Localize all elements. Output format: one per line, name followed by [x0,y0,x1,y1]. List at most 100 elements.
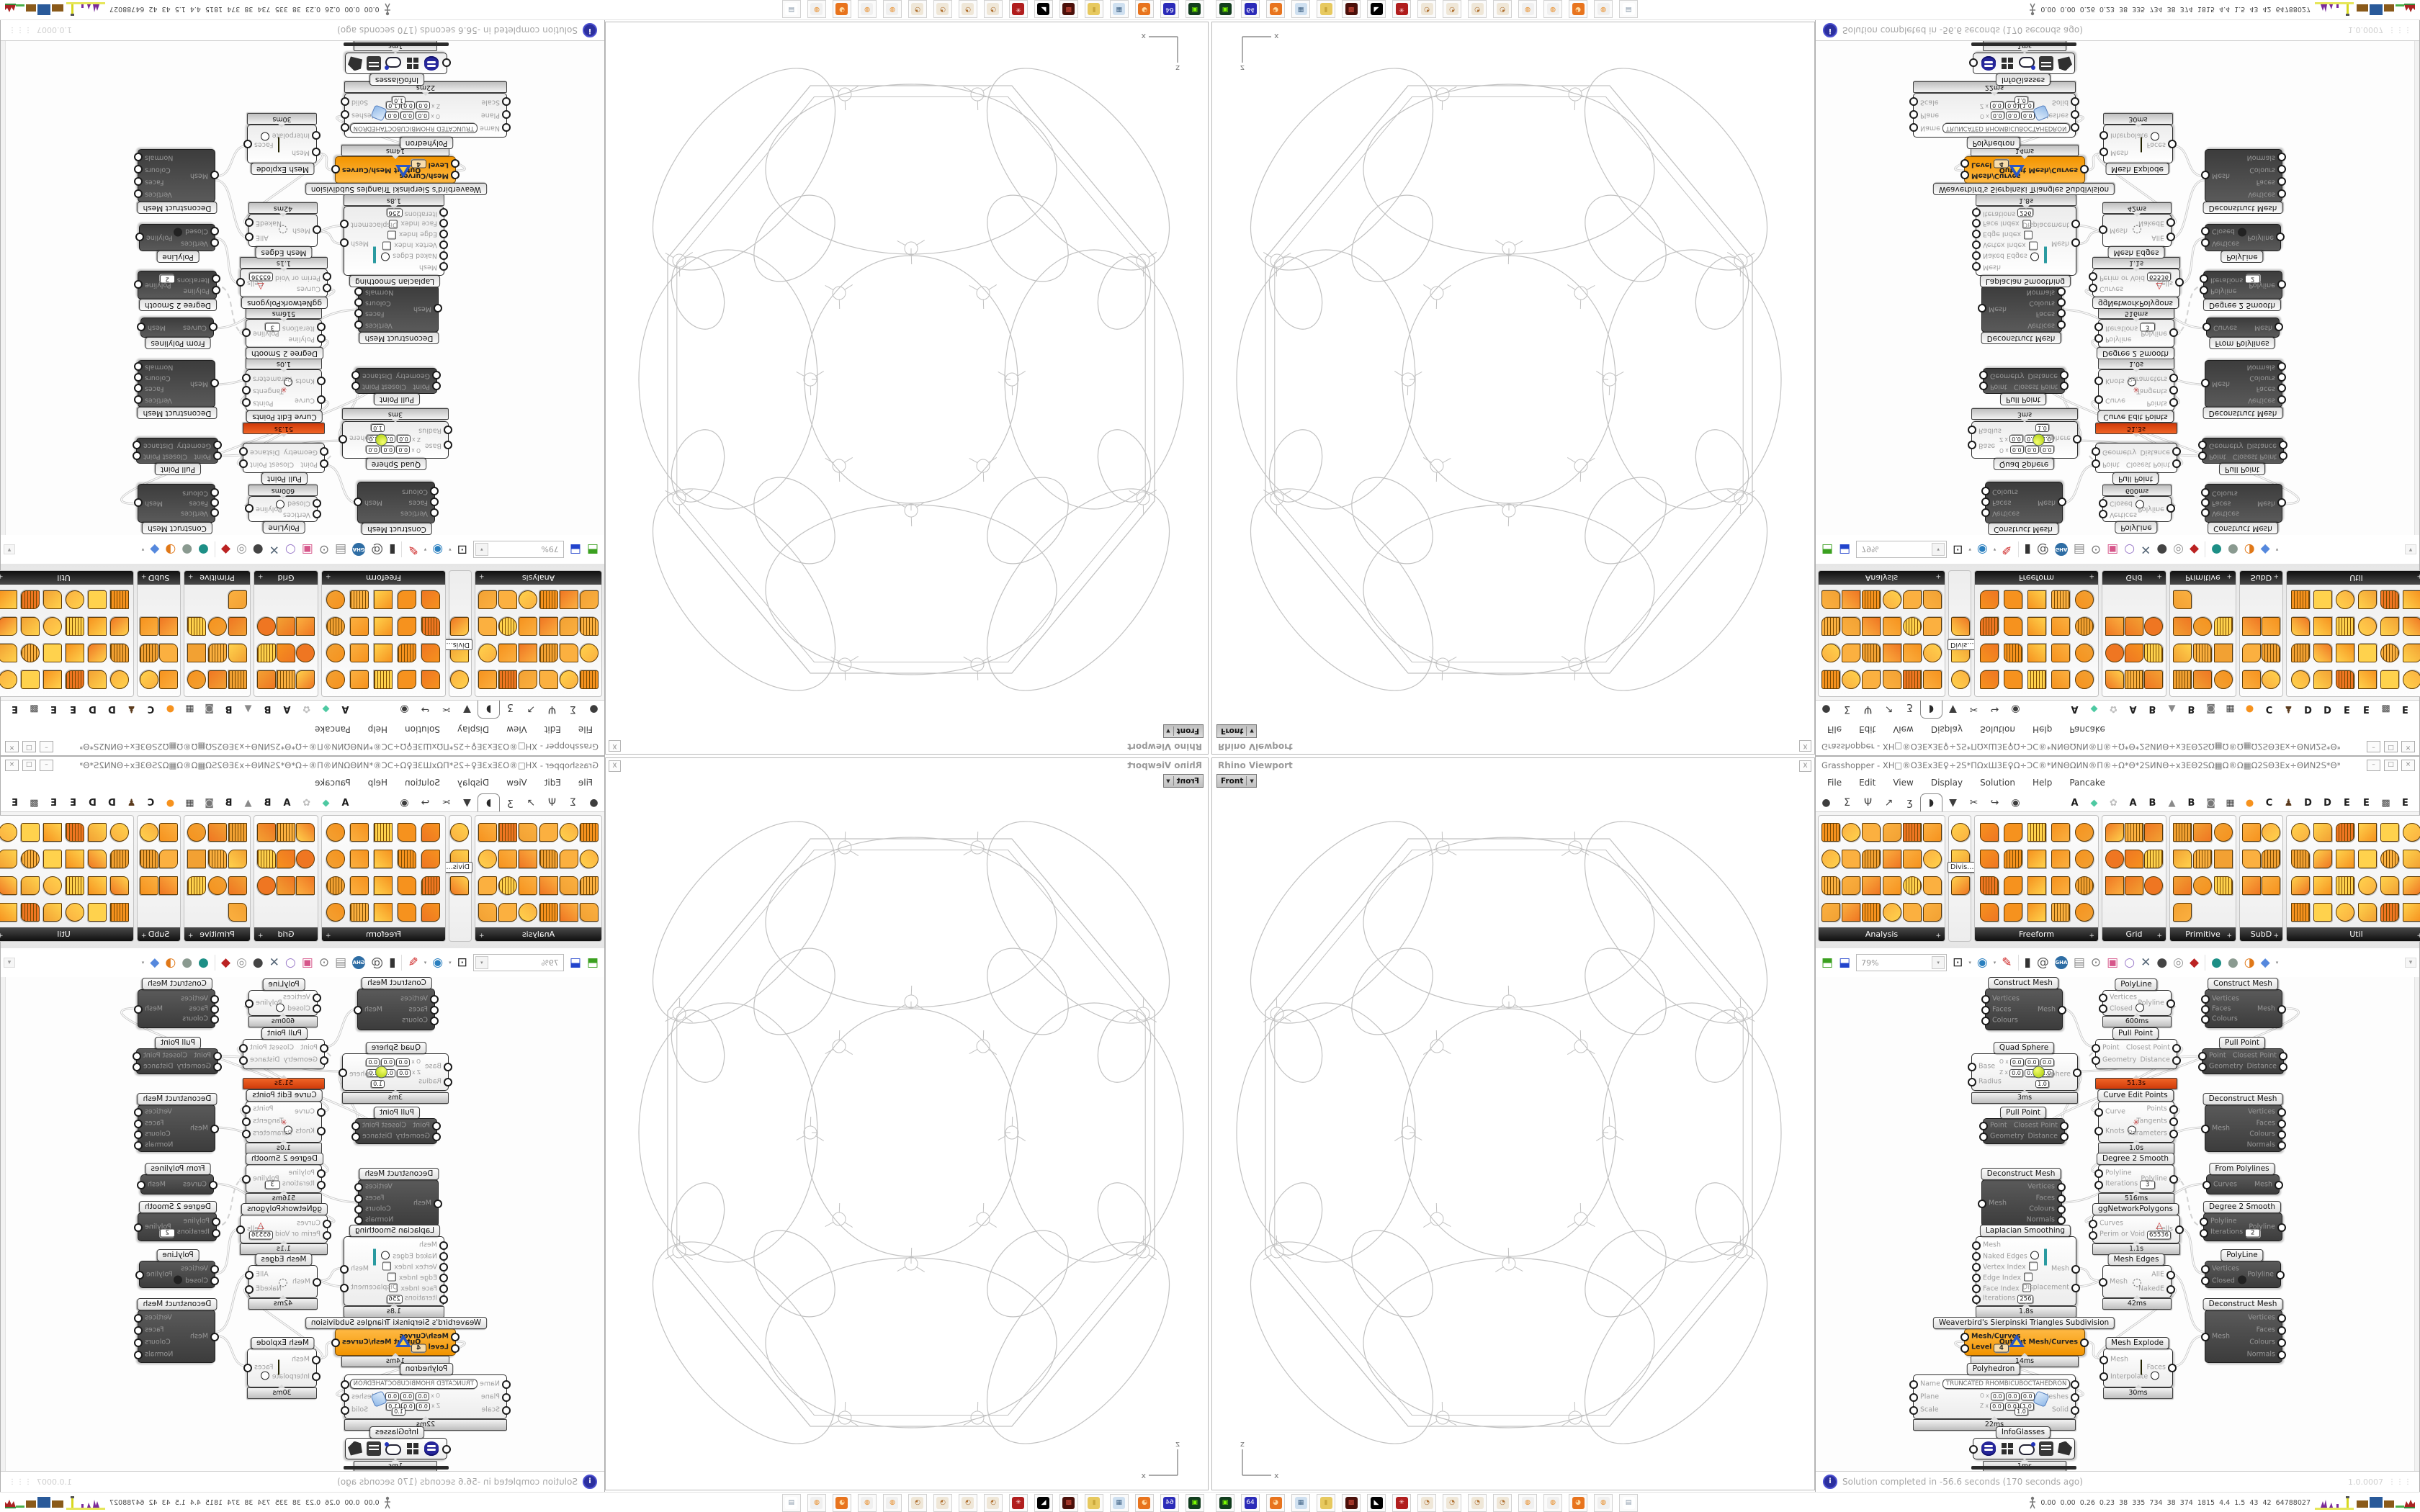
open-file-icon[interactable]: ⬒ [586,955,599,970]
node-label[interactable]: Construct Mesh [362,977,432,989]
floppy-app-icon[interactable]: 64 [1241,0,1260,19]
checkbox[interactable] [387,1272,396,1282]
component-icon[interactable] [2173,902,2192,922]
node-mesh-edges[interactable]: Mesh AllE NakedE ◌ [2099,214,2175,247]
panel-label[interactable]: Analysis + [1819,927,1945,941]
node-label[interactable]: Construct Mesh [2208,978,2278,990]
component-icon[interactable] [2051,902,2070,922]
component-icon[interactable] [2003,590,2022,610]
component-icon[interactable] [1882,590,1901,610]
component-tab-7[interactable]: ✂ [1969,703,1978,715]
component-icon[interactable] [187,617,207,636]
output-port[interactable] [135,1271,144,1279]
input-port[interactable] [430,1017,439,1025]
component-icon[interactable] [519,644,538,663]
plugin-tab-0[interactable]: A [2071,798,2079,809]
minimize-button[interactable]: – [2367,741,2380,752]
component-icon[interactable] [2051,822,2070,842]
component-icon[interactable] [140,876,159,895]
component-tab-4[interactable]: ʒ [507,703,514,715]
canvas-scrollbar[interactable] [2414,41,2419,535]
firefox-app-icon[interactable]: ◕ [1266,0,1285,19]
component-icon[interactable] [1882,876,1901,895]
plugin-tab-14[interactable]: E [70,703,76,714]
input-port[interactable] [1968,441,1976,449]
output-port[interactable] [2277,165,2286,174]
component-icon[interactable] [1842,617,1861,636]
node-label[interactable]: InfoGlasses [1995,1426,2051,1439]
component-icon[interactable] [539,617,558,636]
input-port[interactable] [210,1277,219,1285]
input-port[interactable] [312,1372,321,1381]
output-port[interactable] [2277,1005,2286,1014]
node-label[interactable]: Degree 2 Smooth [138,1201,218,1213]
output-port[interactable] [2071,110,2079,119]
component-icon[interactable] [498,849,518,868]
output-port[interactable] [2071,220,2080,228]
node-deconstruct-mesh-c2[interactable]: Mesh Vertices Faces Colours Normals [134,149,219,202]
component-icon[interactable] [2144,617,2164,636]
input-port[interactable] [2198,1052,2207,1061]
component-icon[interactable] [2242,876,2262,895]
component-icon[interactable] [2313,644,2332,663]
input-port[interactable] [1960,1333,1969,1341]
node-label[interactable]: ggNetworkPolygons [2092,297,2179,309]
checkbox[interactable] [2022,1283,2031,1292]
value-box[interactable]: 0.0 [2025,446,2039,454]
resize-grip[interactable]: ⋮⋮⋮ [8,26,32,35]
plugin-tab-icon-11[interactable]: ♟ [127,703,136,714]
node-label[interactable]: Mesh Edges [2107,246,2165,258]
component-icon[interactable] [498,644,518,663]
output-port[interactable] [2169,328,2178,337]
component-icon[interactable] [2242,617,2262,636]
close-icon[interactable]: X [1799,760,1811,772]
rhino-app-icon[interactable]: ◣ [1367,0,1386,19]
component-icon[interactable] [498,670,518,690]
component-icon[interactable] [374,876,393,895]
component-icon[interactable] [350,902,369,922]
input-port[interactable] [502,1393,511,1402]
input-port[interactable] [2094,334,2103,343]
component-icon[interactable] [1922,644,1942,663]
node-pull-point-c[interactable]: Point Geometry Closest Point Distance [2198,438,2287,464]
component-icon[interactable] [140,822,159,842]
component-icon[interactable] [0,670,17,690]
output-port[interactable] [2277,384,2286,392]
node-label[interactable]: Degree 2 Smooth [2096,1153,2175,1165]
plugin-tab-12[interactable]: D [2304,703,2312,714]
input-port[interactable] [439,1274,448,1282]
component-icon[interactable] [2290,849,2310,868]
rhino-app-icon[interactable]: ◣ [1034,0,1053,19]
input-port[interactable] [451,159,460,168]
calculator-app-icon[interactable]: ▦ [1291,0,1310,19]
panel-label[interactable]: SubD + [138,571,180,585]
input-port[interactable] [1972,1284,1981,1293]
menu-item-view[interactable]: View [1893,777,1914,788]
panel-label[interactable]: Util+ [2287,571,2420,585]
toggle-circle[interactable] [2030,1251,2039,1260]
component-tab-2[interactable]: Ψ [1863,797,1873,809]
node-label[interactable]: Curve Edit Points [2097,410,2174,423]
input-port[interactable] [2099,994,2107,1002]
component-icon[interactable] [1821,876,1841,895]
component-icon[interactable] [2027,617,2046,636]
node-mesh-explode[interactable]: Mesh Interpolate Faces [243,125,321,163]
component-icon[interactable] [256,822,276,842]
node-pull-point-a[interactable]: Point Geometry Closest Point Distance [351,1118,441,1144]
maximize-button[interactable]: □ [22,760,36,771]
component-icon[interactable] [2213,617,2233,636]
plugin-tab-icon-7[interactable]: ◙ [205,703,214,714]
component-icon[interactable] [1842,644,1861,663]
plugin-tab-icon-5[interactable]: ▲ [244,798,252,809]
component-icon[interactable] [20,644,40,663]
input-port[interactable] [439,240,448,249]
value-box[interactable]: 256 [2017,208,2034,217]
component-icon[interactable] [66,617,85,636]
firefox-app-icon[interactable]: ◕ [1266,1493,1285,1512]
component-tab-5[interactable]: ◗ [1920,793,1942,811]
zoom-combo[interactable]: 79% ▾ [472,954,564,971]
component-icon[interactable] [207,670,227,690]
component-icon[interactable] [478,822,498,842]
component-icon[interactable] [559,617,578,636]
input-port[interactable] [1981,1017,1990,1025]
